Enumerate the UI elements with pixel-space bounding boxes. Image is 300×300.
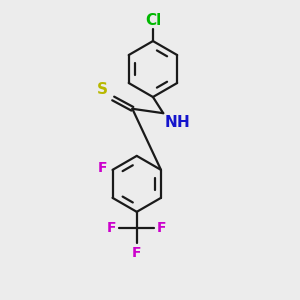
- Text: Cl: Cl: [145, 13, 161, 28]
- Text: S: S: [97, 82, 108, 97]
- Text: F: F: [98, 161, 107, 176]
- Text: F: F: [157, 221, 166, 235]
- Text: F: F: [107, 221, 117, 235]
- Text: N: N: [165, 115, 178, 130]
- Text: F: F: [132, 246, 142, 260]
- Text: H: H: [176, 115, 189, 130]
